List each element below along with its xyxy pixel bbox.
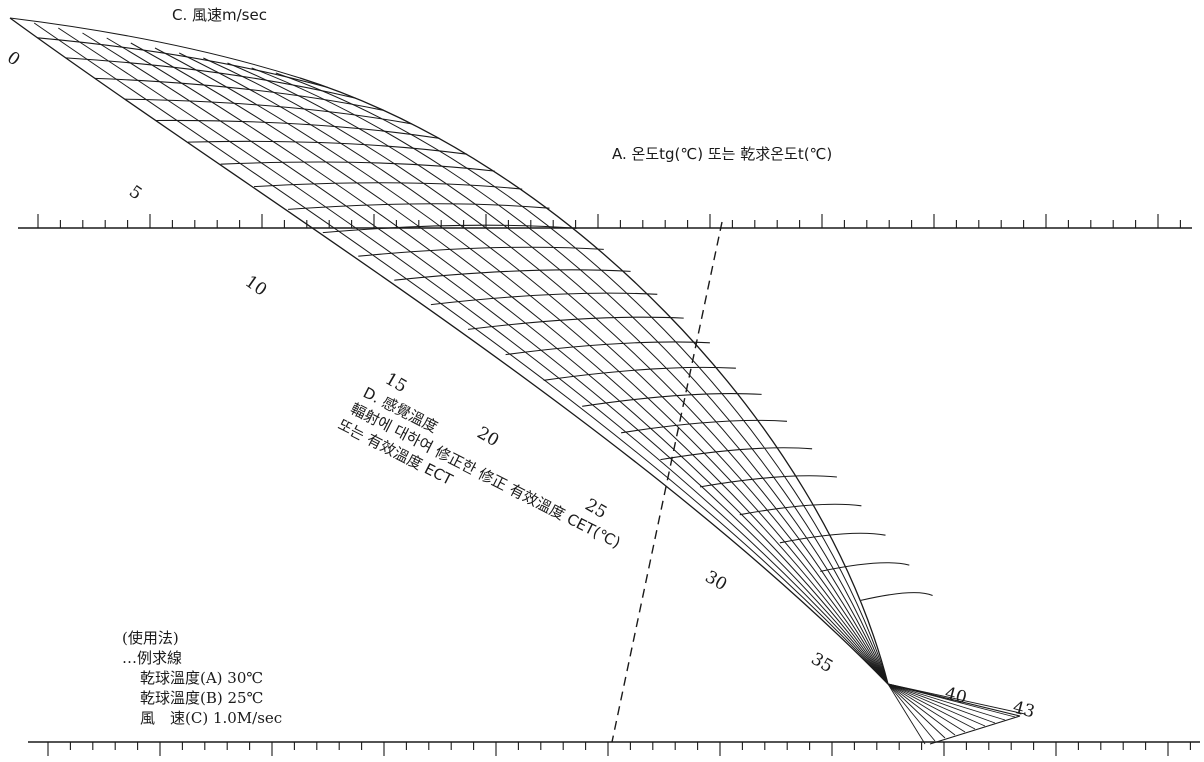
- axis-d-title-line2: 輻射에 대하여 修正한 修正 有效溫度 CET(℃): [348, 400, 624, 552]
- grid-wind-curve: [131, 43, 888, 684]
- grid-wind-curve: [10, 18, 888, 684]
- wind-label-0: 0: [3, 48, 23, 71]
- grid-wind-curve: [83, 33, 889, 684]
- usage-line-example: …例求線: [122, 648, 282, 668]
- grid-ect-curve: [740, 504, 862, 514]
- grid-ect-curve: [188, 141, 467, 154]
- grid-wind-curve: [34, 23, 888, 684]
- usage-line-dry-bulb-b: 乾球溫度(B) 25℃: [122, 688, 282, 708]
- grid-ect-curve: [394, 270, 630, 280]
- grid-ect-curve: [544, 367, 736, 380]
- usage-legend: (使用法) …例求線 乾球溫度(A) 30℃ 乾球溫度(B) 25℃ 風 速(C…: [122, 628, 282, 728]
- temp-label-20: 20: [474, 423, 503, 451]
- wind-label-5: 5: [125, 182, 145, 205]
- temp-label-43: 43: [1011, 698, 1037, 723]
- wind-label-10: 10: [241, 272, 270, 301]
- grid-ect-curve: [358, 247, 604, 256]
- grid-ect-curve: [861, 593, 933, 601]
- axis-a-title: A. 온도tg(℃) 또는 乾求온도t(℃): [612, 145, 832, 163]
- axis-c-title: C. 風速m/sec: [172, 6, 267, 24]
- usage-line-dry-bulb-a: 乾球溫度(A) 30℃: [122, 668, 282, 688]
- grid-ect-curve: [506, 342, 710, 355]
- grid-ect-curve: [582, 394, 761, 407]
- temp-label-35: 35: [808, 649, 837, 677]
- grid-wind-curve: [155, 48, 888, 684]
- temp-label-30: 30: [702, 567, 731, 595]
- grid-ect-curve: [431, 293, 657, 304]
- usage-line-wind: 風 速(C) 1.0M/sec: [122, 708, 282, 728]
- grid-wind-curve: [107, 38, 888, 684]
- grid-wind-curve: [276, 73, 888, 684]
- example-dashed-line: [612, 222, 722, 742]
- grid-wind-curve: [58, 28, 888, 684]
- grid-fan-edge: [930, 716, 1020, 744]
- grid-ect-curve: [254, 183, 522, 189]
- temp-label-40: 40: [943, 684, 969, 709]
- axis-d-title: D. 感覺溫度 輻射에 대하여 修正한 修正 有效溫度 CET(℃) 또는 有效…: [335, 380, 633, 570]
- usage-heading: (使用法): [122, 628, 282, 648]
